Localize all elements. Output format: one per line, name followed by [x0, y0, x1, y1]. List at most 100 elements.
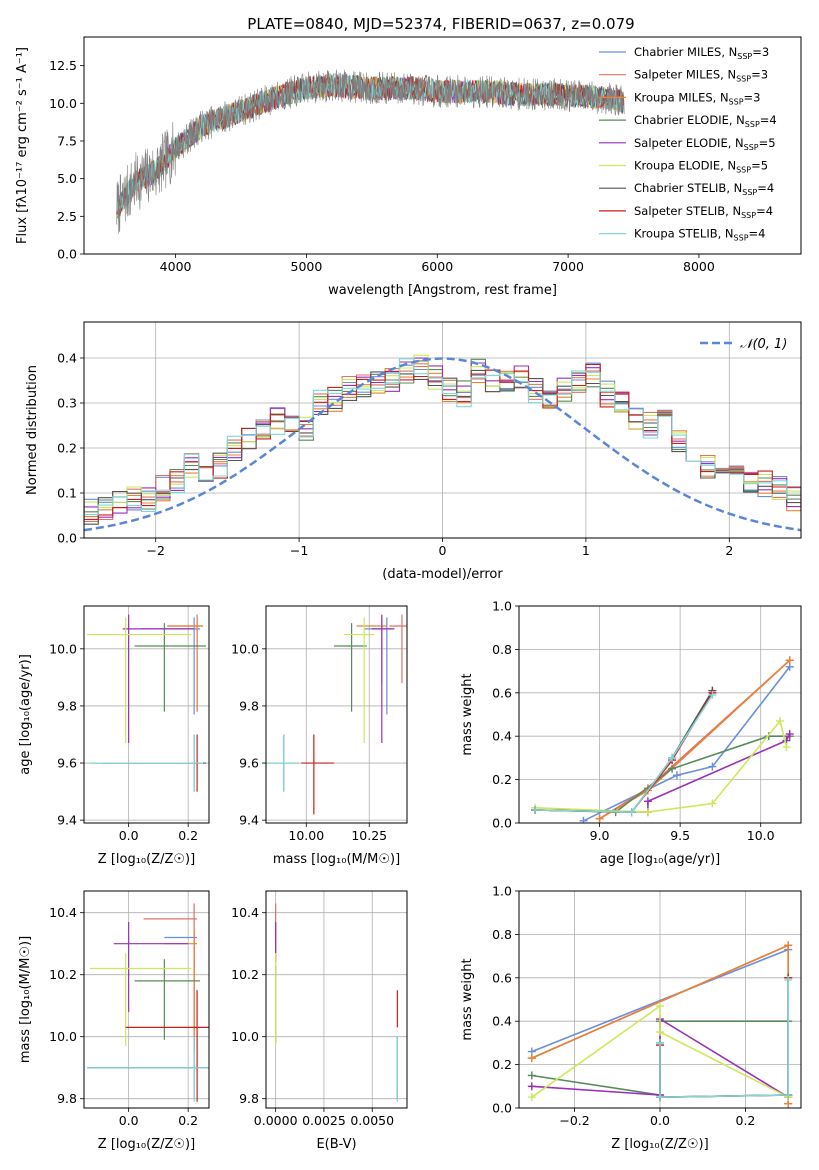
legend-entry: Kroupa ELODIE, NSSP=5 [634, 159, 768, 175]
axes-frame [265, 605, 408, 824]
legend-prefix: Chabrier MILES, N [634, 45, 737, 59]
axes-mass-vs-EBV: 0.0000 0.0025 0.0050 9.8 10.0 10.2 10.4 E(B-V) [231, 890, 408, 1152]
x-tick-label: 2 [725, 543, 733, 558]
y-tick-label: 10.0 [49, 641, 77, 656]
y-tick-label: 0.6 [492, 685, 512, 700]
plot-area-age-vs-Z [86, 614, 207, 792]
legend-prefix: Kroupa MILES, N [634, 90, 729, 104]
plot-area-age-vs-mass [266, 614, 407, 815]
x-tick-label: 1 [582, 543, 590, 558]
y-tick-label: 10.2 [231, 967, 259, 982]
x-tick-label: 0.0 [119, 828, 139, 843]
y-tick-label: 0.0 [57, 531, 77, 546]
axes-age-vs-Z: 0.0 0.2 9.4 9.6 9.8 10.0 Z [log₁₀(Z/Z☉)] age [l… [18, 605, 210, 867]
normal-curve [84, 357, 801, 532]
y-tick-label: 10.4 [49, 905, 77, 920]
x-tick-label: 0.2 [178, 1113, 198, 1128]
y-tick-label: 7.5 [57, 133, 77, 148]
plot-area-residuals [84, 354, 801, 532]
legend-prefix: Kroupa STELIB, N [634, 227, 734, 241]
y-tick-label: 10.2 [49, 967, 77, 982]
y-tick-label: 0.1 [57, 486, 77, 501]
figure-title: PLATE=0840, MJD=52374, FIBERID=0637, z=0… [247, 15, 634, 33]
legend-suffix: =4 [756, 204, 773, 218]
axes-weight-vs-Z: −0.2 0.0 0.2 0.0 0.2 0.4 0.6 0.8 1.0 Z [log₁₀(Z/Z… [460, 884, 802, 1152]
x-tick-label: 10.00 [288, 828, 324, 843]
y-tick-label: 10.0 [231, 1029, 259, 1044]
y-tick-label: 0.2 [492, 772, 512, 787]
x-tick-label: 0.0025 [302, 1113, 346, 1128]
axes-residuals: 𝒩(0, 1) −2 −1 0 1 2 0.0 0.1 0.2 0.3 0.4 (data-model… [25, 321, 802, 582]
y-tick-label: 9.8 [57, 698, 77, 713]
axes-weight-vs-age: 9.0 9.5 10.0 0.0 0.2 0.4 0.6 0.8 1.0 age [log₁₀(a… [460, 599, 802, 867]
legend-prefix: Salpeter ELODIE, N [634, 136, 744, 150]
legend-prefix: Chabrier ELODIE, N [634, 113, 745, 127]
legend-prefix: Kroupa ELODIE, N [634, 159, 736, 173]
x-axis-label: E(B-V) [316, 1137, 356, 1152]
legend-suffix: =4 [760, 113, 777, 127]
legend-suffix: =5 [759, 136, 776, 150]
x-tick-label: 8000 [683, 259, 715, 274]
legend-entry: Salpeter STELIB, NSSP=4 [634, 204, 773, 220]
y-tick-label: 9.8 [239, 698, 259, 713]
axes-frame [83, 605, 210, 824]
legend-entry: Chabrier STELIB, NSSP=4 [634, 181, 774, 197]
y-tick-label: 0.4 [492, 1014, 512, 1029]
x-tick-label: 0.0 [119, 1113, 139, 1128]
legend-subscript: SSP [734, 234, 749, 243]
plot-area-mass-vs-Z [86, 903, 209, 1102]
legend-suffix: =5 [751, 159, 768, 173]
weight-series-line [535, 694, 714, 813]
x-tick-label: 0 [439, 543, 447, 558]
x-tick-label: 0.0 [650, 1113, 670, 1128]
legend-subscript: SSP [745, 120, 760, 129]
x-axis-label: Z [log₁₀(Z/Z☉)] [98, 852, 195, 867]
x-tick-label: 7000 [552, 259, 584, 274]
y-tick-label: 10.4 [231, 905, 259, 920]
x-axis-label: wavelength [Angstrom, rest frame] [328, 283, 557, 298]
legend-suffix: =3 [751, 68, 768, 82]
x-tick-label: 0.0050 [350, 1113, 394, 1128]
y-tick-label: 1.0 [492, 884, 512, 899]
y-tick-label: 2.5 [57, 209, 77, 224]
plot-area-weight-vs-Z [527, 941, 793, 1108]
axes-mass-vs-Z: 0.0 0.2 9.8 10.0 10.2 10.4 Z [log₁₀(Z/Z☉)] mass… [18, 890, 210, 1152]
legend-subscript: SSP [736, 75, 751, 84]
legend-entry: Kroupa MILES, NSSP=3 [634, 90, 760, 106]
legend-entry: Chabrier ELODIE, NSSP=4 [634, 113, 777, 129]
y-tick-label: 0.3 [57, 396, 77, 411]
x-tick-label: 10.25 [351, 828, 387, 843]
y-tick-label: 10.0 [49, 1029, 77, 1044]
plot-area-mass-vs-EBV [275, 903, 398, 1102]
plot-area-weight-vs-age [531, 656, 794, 823]
x-tick-label: 5000 [291, 259, 323, 274]
y-tick-label: 0.8 [492, 642, 512, 657]
y-tick-label: 0.2 [492, 1057, 512, 1072]
x-axis-label: Z [log₁₀(Z/Z☉)] [98, 1137, 195, 1152]
x-tick-label: 0.0000 [254, 1113, 298, 1128]
y-tick-label: 5.0 [57, 171, 77, 186]
y-tick-label: 0.8 [492, 927, 512, 942]
axes-frame [83, 36, 802, 255]
legend-entry: Kroupa STELIB, NSSP=4 [634, 227, 765, 243]
legend-suffix: =4 [749, 227, 766, 241]
legend-subscript: SSP [744, 143, 759, 152]
weight-series-line [531, 948, 789, 1053]
y-axis-label: age [log₁₀(age/yr)] [18, 654, 33, 775]
y-tick-label: 9.4 [57, 813, 77, 828]
legend-prefix: Salpeter STELIB, N [634, 204, 741, 218]
y-axis-label: mass [log₁₀(M/M☉)] [18, 936, 33, 1063]
legend-subscript: SSP [741, 211, 756, 220]
y-tick-label: 0.4 [57, 351, 77, 366]
axes-frame [518, 605, 802, 824]
x-tick-label: −1 [290, 543, 308, 558]
y-axis-label: mass weight [460, 958, 475, 1040]
y-axis-label: mass weight [460, 673, 475, 755]
x-tick-label: 6000 [421, 259, 453, 274]
legend-suffix: =4 [757, 181, 774, 195]
legend-suffix: =3 [752, 45, 769, 59]
